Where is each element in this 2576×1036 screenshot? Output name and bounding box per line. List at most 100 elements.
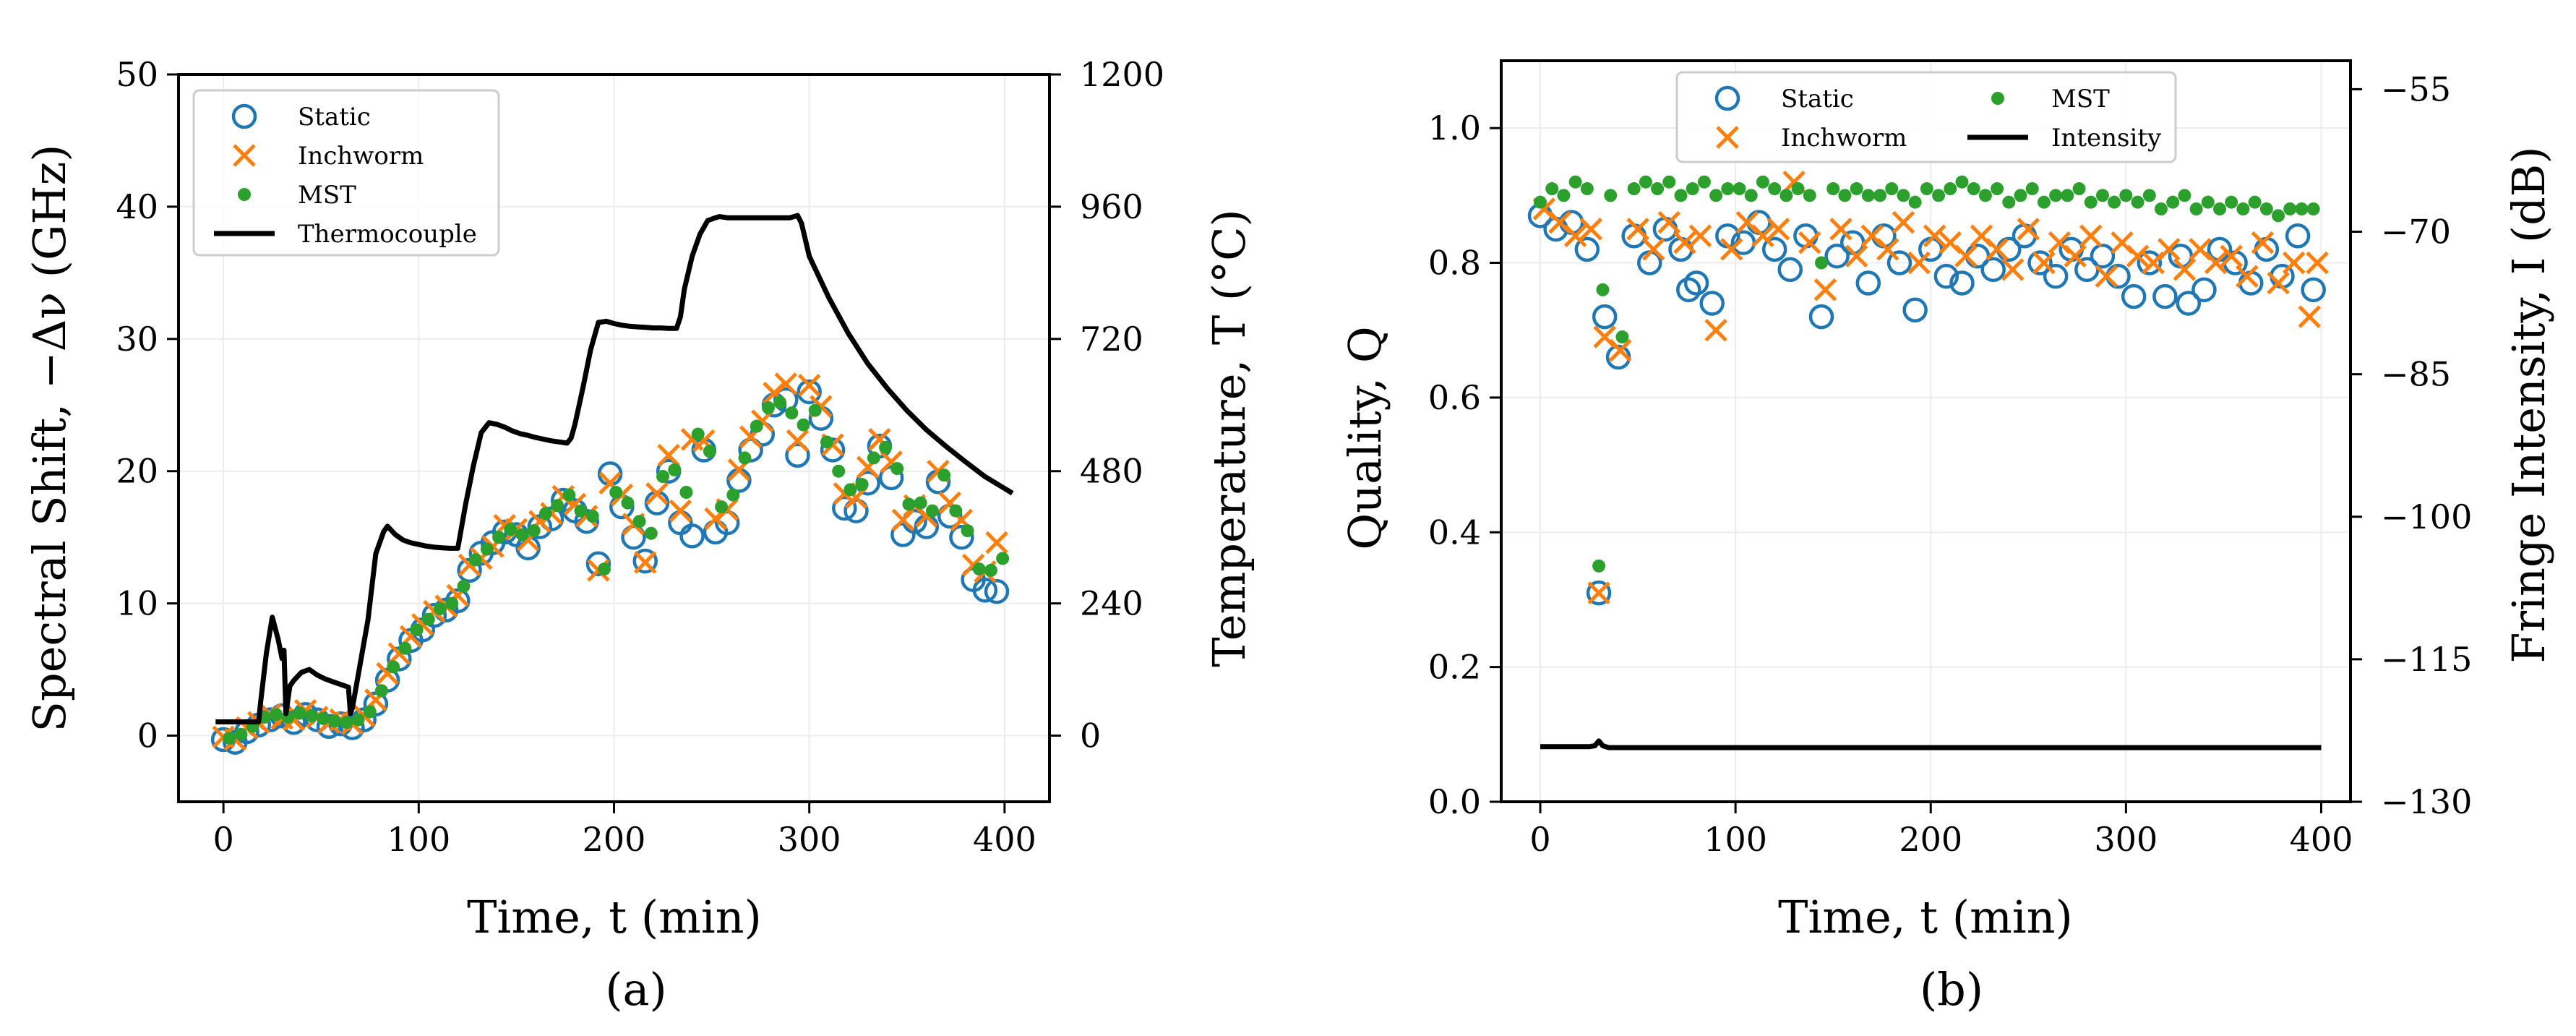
y2-tick-label: 720 <box>1080 320 1143 359</box>
mst-point <box>374 684 388 698</box>
mst-point <box>2201 195 2215 209</box>
inchworm-point <box>1587 581 1610 604</box>
inchworm-point <box>669 499 692 523</box>
static-point <box>585 551 611 577</box>
mst-point <box>2095 189 2109 202</box>
mst-point <box>2225 195 2238 209</box>
mst-point <box>656 470 670 484</box>
inchworm-point <box>2251 231 2275 254</box>
mst-point <box>304 709 318 723</box>
y-axis-label-b: Quality, Q <box>1339 326 1391 549</box>
mst-point <box>387 660 400 674</box>
legend-entry-static-a: Static <box>231 103 371 132</box>
mst-point <box>2283 202 2297 215</box>
mst-point <box>1791 182 1805 196</box>
mst-point <box>2295 202 2309 215</box>
inchworm-point <box>2001 258 2025 281</box>
mst-point <box>1733 182 1746 196</box>
inchworm-point <box>1876 238 1899 261</box>
static-point <box>1761 236 1787 262</box>
x-tick-label: 400 <box>2290 820 2353 859</box>
mst-point <box>902 497 916 511</box>
inchworm-point <box>645 482 669 505</box>
legend-box-a <box>192 89 500 257</box>
inchworm-point <box>1688 224 1712 248</box>
static-point <box>1933 263 1959 289</box>
static-point <box>1808 304 1834 330</box>
inchworm-point <box>1907 251 1931 275</box>
inchworm-point <box>1845 244 1868 267</box>
mst-point <box>551 499 564 513</box>
legend-a: Static Inchworm MST Thermocouple <box>192 89 500 257</box>
mst-point <box>1674 189 1688 202</box>
inchworm-point <box>1657 210 1681 234</box>
y2-tick-label: 960 <box>1080 187 1143 226</box>
mst-point <box>1604 189 1618 202</box>
mst-point <box>644 526 658 540</box>
legend-entry-mst-b: MST <box>1991 85 2110 114</box>
mst-point <box>890 462 904 476</box>
inchworm-point <box>786 429 810 453</box>
y2-tick-label: −55 <box>2381 69 2451 108</box>
mst-point <box>632 515 646 528</box>
series-static-b <box>1527 203 2326 606</box>
legend-entry-static-b: Static <box>1714 85 1854 114</box>
y-tick-label: 0.4 <box>1428 513 1481 552</box>
mst-point <box>1592 559 1606 573</box>
legend-label: Static <box>298 103 371 132</box>
inchworm-point <box>2095 265 2118 288</box>
mst-point <box>996 552 1010 565</box>
mst-point <box>750 419 763 433</box>
mst-point <box>1861 189 1875 202</box>
y-tick-label: 30 <box>116 320 158 359</box>
legend-entry-inchworm-a: Inchworm <box>233 142 424 171</box>
static-point <box>1621 223 1647 249</box>
inchworm-point <box>1641 238 1665 261</box>
mst-point <box>2049 189 2063 202</box>
y2-tick-label: 1200 <box>1080 55 1164 94</box>
mst-point <box>398 641 412 655</box>
inchworm-point <box>985 531 1008 555</box>
inchworm-point <box>1892 210 1915 234</box>
mst-point <box>421 612 435 626</box>
intensity-line <box>1540 738 2322 750</box>
mst-point <box>1955 175 1969 189</box>
mst-point <box>1596 283 1610 296</box>
thermocouple-line <box>215 213 1014 724</box>
caption-b: (b) <box>1920 963 1983 1016</box>
inchworm-point <box>1954 244 1978 267</box>
inchworm-point <box>633 551 657 574</box>
mst-point <box>2178 189 2191 202</box>
static-point <box>2191 277 2217 303</box>
mst-point <box>223 732 236 745</box>
mst-point <box>1615 330 1629 344</box>
static-point <box>2176 291 2202 316</box>
y2-tick-label: 240 <box>1080 584 1143 623</box>
inchworm-point <box>657 444 680 467</box>
static-point <box>2058 236 2084 262</box>
static-point <box>2090 243 2116 269</box>
mst-point <box>1709 189 1723 202</box>
mst-point <box>2072 182 2086 196</box>
inchworm-point <box>1923 224 1946 248</box>
mst-point <box>2002 195 2016 209</box>
y-tick-label: 40 <box>116 187 158 226</box>
mst-point <box>1580 182 1594 196</box>
y-tick-label: 0.8 <box>1428 244 1481 283</box>
mst-point <box>738 451 752 465</box>
y2-tick-label: −100 <box>2381 497 2472 536</box>
series-thermocouple-a <box>215 213 1014 724</box>
static-point <box>1793 223 1819 249</box>
mst-point <box>2189 202 2203 215</box>
static-point <box>2121 283 2147 309</box>
x-tick-label: 200 <box>583 820 646 859</box>
mst-point <box>2084 195 2098 209</box>
y-tick-label: 0.2 <box>1428 648 1481 687</box>
mst-point <box>2154 202 2168 215</box>
y2-tick-label: 0 <box>1080 716 1101 755</box>
inchworm-point <box>2017 218 2040 241</box>
caption-a: (a) <box>605 963 666 1016</box>
legend-marker <box>1991 92 2004 105</box>
y2-tick-label: −115 <box>2381 640 2472 679</box>
